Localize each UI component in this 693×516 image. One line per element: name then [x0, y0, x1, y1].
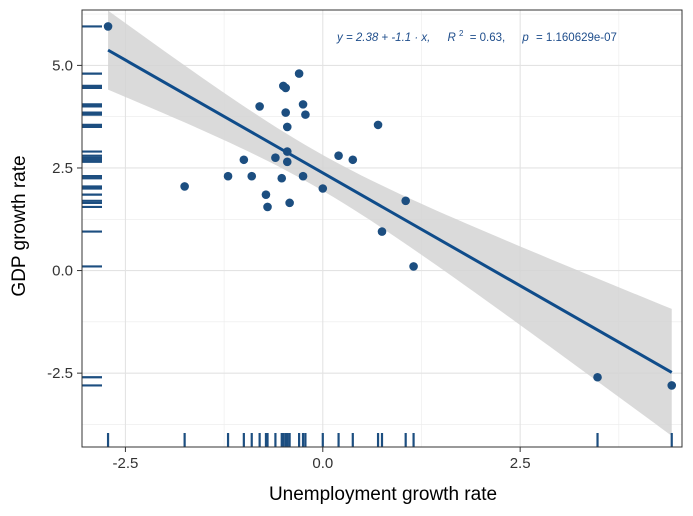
data-point [377, 227, 387, 236]
regression-line-layer [107, 48, 673, 374]
regression-line [107, 48, 673, 374]
y-tick-label: 2.5 [52, 160, 73, 177]
data-point [298, 171, 308, 181]
y-axis-title: GDP growth rate [9, 155, 30, 296]
data-point [271, 153, 280, 163]
data-point [247, 171, 257, 181]
data-point [667, 381, 677, 390]
data-point [373, 120, 383, 130]
axis-ticks: -2.5 0.0 2.5 -2.5 0.0 2.5 5.0 [47, 57, 530, 472]
x-axis-title: Unemployment growth rate [269, 484, 497, 505]
data-point [348, 155, 358, 165]
y-tick-label: -2.5 [47, 365, 73, 382]
data-point [285, 198, 294, 208]
panel-border [81, 9, 683, 448]
data-point [180, 182, 189, 191]
data-point [103, 22, 113, 31]
x-tick-label: 0.0 [312, 455, 333, 472]
data-point [239, 155, 249, 165]
rug-layer [82, 25, 673, 447]
data-point [281, 83, 290, 93]
data-point [223, 171, 233, 181]
annotation-equation: y = 2.38 + -1.1 · x, [336, 32, 430, 44]
y-tick-label: 5.0 [52, 57, 73, 74]
data-point [294, 69, 304, 78]
confidence-band [108, 10, 672, 436]
data-point [593, 372, 602, 382]
data-point [318, 184, 328, 193]
data-point [334, 151, 343, 160]
data-point [263, 202, 272, 212]
data-point [401, 196, 410, 206]
annotation-r2-value: = 0.63, [470, 32, 506, 44]
annotation-r2-label: R [448, 32, 456, 44]
confidence-band-layer [108, 10, 672, 436]
regression-annotation: y = 2.38 + -1.1 · x, R 2 = 0.63, p = 1.1… [336, 27, 617, 44]
data-point [282, 157, 292, 167]
data-point [282, 147, 292, 156]
annotation-p-value: = 1.160629e-07 [536, 32, 617, 44]
data-point [261, 190, 271, 199]
data-point [281, 108, 290, 117]
annotation-p-label: p [521, 32, 529, 44]
y-tick-label: 0.0 [52, 263, 73, 280]
data-point [301, 110, 310, 119]
data-point [255, 102, 264, 111]
x-tick-label: 2.5 [510, 455, 531, 472]
data-point [277, 173, 287, 183]
data-point [282, 122, 292, 132]
annotation-r2-exponent: 2 [459, 29, 464, 38]
x-tick-label: -2.5 [112, 455, 138, 472]
data-point [409, 262, 418, 271]
data-point [298, 100, 308, 109]
points-layer [103, 22, 677, 390]
